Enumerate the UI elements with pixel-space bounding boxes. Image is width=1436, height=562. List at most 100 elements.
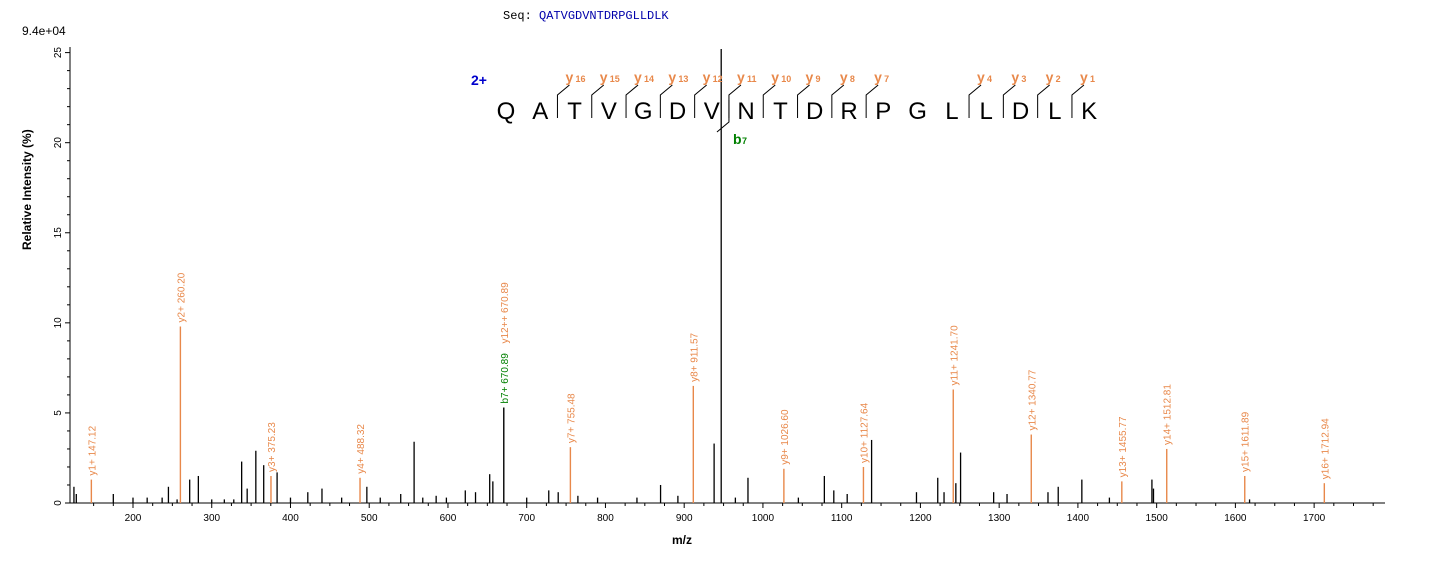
residue: N xyxy=(737,98,754,125)
sequence-value: QATVGDVNTDRPGLLDLK xyxy=(539,9,669,23)
y-ion-bracket xyxy=(968,84,982,118)
peak-label: y4+ 488.32 xyxy=(356,424,367,474)
x-tick-label: 1300 xyxy=(988,513,1011,524)
peak-label: y14+ 1512.81 xyxy=(1163,384,1174,445)
peak-label: y7+ 755.48 xyxy=(566,393,577,443)
b-ion-number: 7 xyxy=(742,136,747,146)
charge-state: 2+ xyxy=(471,72,487,88)
y-ion-letter: y xyxy=(977,69,985,85)
residue: L xyxy=(980,98,993,125)
y-ion-letter: y xyxy=(874,69,882,85)
peak-label: b7+ 670.89 xyxy=(500,353,511,404)
peak-label: y9+ 1026.60 xyxy=(780,409,791,465)
x-tick-label: 1000 xyxy=(752,513,775,524)
peak-label: y16+ 1712.94 xyxy=(1320,418,1331,479)
peak-label: y10+ 1127.64 xyxy=(859,402,870,463)
peak-label: y12++ 670.89 xyxy=(500,282,511,344)
x-tick-label: 1200 xyxy=(909,513,932,524)
y-ion-bracket xyxy=(831,84,845,118)
x-tick-label: 900 xyxy=(676,513,693,524)
residue: D xyxy=(1012,98,1029,125)
residue: Q xyxy=(497,98,516,125)
residue: A xyxy=(532,98,548,125)
y-ion-letter: y xyxy=(840,69,848,85)
residue: L xyxy=(1048,98,1061,125)
peak-label: y11+ 1241.70 xyxy=(949,325,960,386)
peak-label: y15+ 1611.89 xyxy=(1241,411,1252,472)
residue: V xyxy=(601,98,617,125)
residue: K xyxy=(1081,98,1097,125)
residue: V xyxy=(704,98,720,125)
sequence-header: Seq: QATVGDVNTDRPGLLDLK xyxy=(503,9,669,23)
y-ion-bracket xyxy=(556,84,570,118)
y-ion-bracket xyxy=(1037,84,1050,118)
x-tick-label: 1500 xyxy=(1146,513,1169,524)
peak-label: y13+ 1455.77 xyxy=(1118,416,1129,477)
y-ion-letter: y xyxy=(1011,69,1019,85)
y-ion-bracket xyxy=(865,84,879,118)
x-tick-label: 700 xyxy=(518,513,535,524)
intensity-scale-label: 9.4e+04 xyxy=(22,24,66,38)
y-ion-letter: y xyxy=(703,69,711,85)
x-tick-label: 500 xyxy=(361,513,378,524)
residue: P xyxy=(875,98,891,125)
y-ion-number: 14 xyxy=(644,74,654,84)
y-ion-bracket xyxy=(762,84,776,118)
y-ion-number: 3 xyxy=(1021,74,1026,84)
residue: G xyxy=(634,98,653,125)
residue: G xyxy=(908,98,927,125)
residue: L xyxy=(945,98,958,125)
x-tick-label: 200 xyxy=(125,513,142,524)
y-ion-bracket xyxy=(694,84,707,118)
y-ion-bracket xyxy=(797,84,810,118)
y-ion-letter: y xyxy=(668,69,676,85)
peak-label: y3+ 375.23 xyxy=(267,422,278,472)
y-ion-number: 10 xyxy=(781,74,791,84)
x-tick-label: 300 xyxy=(203,513,220,524)
y-ion-number: 11 xyxy=(747,74,757,84)
y-ion-letter: y xyxy=(771,69,779,85)
y-tick-label: 0 xyxy=(53,500,64,506)
x-axis-label: m/z xyxy=(672,533,693,547)
peak-label: y8+ 911.57 xyxy=(689,332,700,381)
y-ion-number: 15 xyxy=(610,74,620,84)
y-ion-letter: y xyxy=(565,69,573,85)
residue: T xyxy=(773,98,788,125)
residue: T xyxy=(567,98,582,125)
y-ion-bracket xyxy=(1071,84,1085,118)
y-ion-number: 16 xyxy=(575,74,585,84)
b-ion-bracket xyxy=(716,100,730,133)
residue: R xyxy=(840,98,857,125)
y-tick-label: 15 xyxy=(53,227,64,239)
y-ion-letter: y xyxy=(600,69,608,85)
peak-label: y2+ 260.20 xyxy=(176,272,187,322)
y-ion-number: 2 xyxy=(1056,74,1061,84)
y-ion-letter: y xyxy=(806,69,814,85)
y-tick-label: 25 xyxy=(53,47,64,59)
x-tick-label: 600 xyxy=(440,513,457,524)
x-tick-label: 400 xyxy=(282,513,299,524)
y-ion-bracket xyxy=(591,84,605,118)
x-tick-label: 800 xyxy=(597,513,614,524)
y-ion-number: 1 xyxy=(1090,74,1095,84)
y-ion-number: 13 xyxy=(678,74,688,84)
residue: D xyxy=(806,98,823,125)
y-ion-bracket xyxy=(625,84,639,118)
y-ion-letter: y xyxy=(1046,69,1054,85)
y-ion-letter: y xyxy=(1080,69,1088,85)
y-ion-number: 4 xyxy=(987,74,992,84)
residue: D xyxy=(669,98,686,125)
b-ion-letter: b xyxy=(733,131,742,147)
y-ion-bracket xyxy=(659,84,673,118)
sequence-prefix: Seq: xyxy=(503,9,532,23)
peak-label: y1+ 147.12 xyxy=(87,425,98,475)
y-ion-number: 8 xyxy=(850,74,855,84)
y-ion-number: 12 xyxy=(713,74,723,84)
y-tick-label: 10 xyxy=(53,317,64,329)
x-tick-label: 1600 xyxy=(1224,513,1247,524)
x-tick-label: 1700 xyxy=(1303,513,1326,524)
y-tick-label: 20 xyxy=(53,137,64,149)
x-tick-label: 1100 xyxy=(831,513,853,524)
y-ion-letter: y xyxy=(737,69,745,85)
